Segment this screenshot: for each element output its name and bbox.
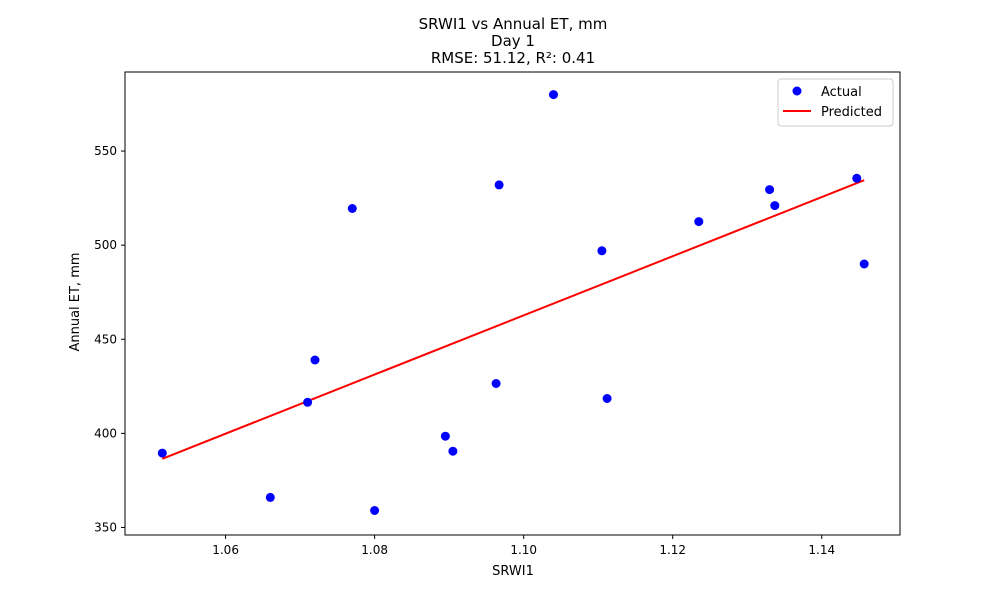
chart-title-line-2: Day 1: [491, 32, 535, 50]
data-point-actual: [265, 492, 275, 502]
data-point-actual: [852, 173, 862, 183]
data-point-actual: [310, 355, 320, 365]
legend-marker-actual: [792, 86, 802, 96]
data-point-actual: [494, 180, 504, 190]
axes: 1.06 1.08 1.10 1.12 1.14 350 400 450 500 550: [94, 71, 901, 557]
legend-box: [777, 78, 894, 127]
axes-frame: [124, 71, 901, 536]
data-point-actual: [602, 394, 612, 403]
x-tick-label: 1.14: [808, 543, 835, 557]
y-tick-label: 350: [94, 520, 117, 534]
data-point-actual: [440, 431, 450, 441]
data-point-actual: [157, 448, 167, 458]
data-point-actual: [765, 185, 775, 195]
predicted-line: [161, 179, 865, 460]
data-point-actual: [597, 246, 607, 256]
data-point-actual: [448, 446, 458, 456]
plot-area: [157, 90, 869, 515]
x-tick-label: 1.12: [659, 543, 686, 557]
data-point-actual: [303, 397, 313, 407]
legend-label-predicted: Predicted: [821, 105, 882, 120]
data-point-actual: [694, 217, 704, 227]
x-tick-label: 1.08: [361, 543, 388, 557]
data-point-actual: [347, 204, 357, 213]
legend-label-actual: Actual: [821, 85, 862, 100]
data-point-actual: [859, 259, 869, 269]
x-tick-label: 1.10: [510, 543, 537, 557]
chart-title-line-1: SRWI1 vs Annual ET, mm: [419, 15, 608, 33]
y-tick-label: 400: [94, 426, 117, 440]
chart-title-line-3: RMSE: 51.12, R²: 0.41: [431, 49, 595, 67]
x-axis-label: SRWI1: [492, 564, 534, 579]
x-tick-label: 1.06: [212, 543, 239, 557]
legend: Actual Predicted: [777, 78, 894, 127]
y-axis-label: Annual ET, mm: [68, 252, 83, 351]
data-point-actual: [770, 201, 780, 211]
y-tick-label: 550: [94, 144, 117, 158]
y-tick-label: 500: [94, 238, 117, 252]
data-point-actual: [491, 379, 501, 388]
data-point-actual: [370, 506, 380, 515]
y-tick-label: 450: [94, 332, 117, 346]
data-point-actual: [549, 90, 558, 100]
